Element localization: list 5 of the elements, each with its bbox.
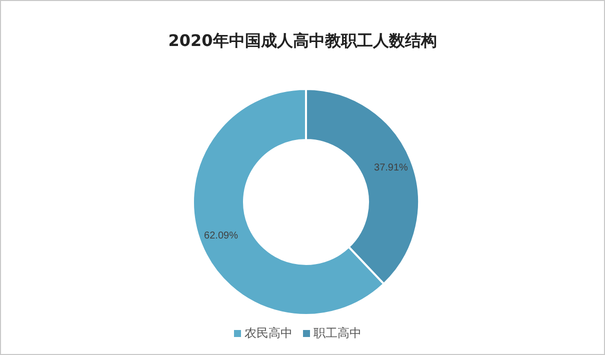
legend-label: 农民高中 <box>244 326 292 340</box>
data-label: 62.09% <box>204 230 238 242</box>
legend-label: 职工高中 <box>314 326 362 340</box>
data-label: 37.91% <box>374 162 408 174</box>
chart-title: 2020年中国成人高中教职工人数结构 <box>167 31 438 52</box>
